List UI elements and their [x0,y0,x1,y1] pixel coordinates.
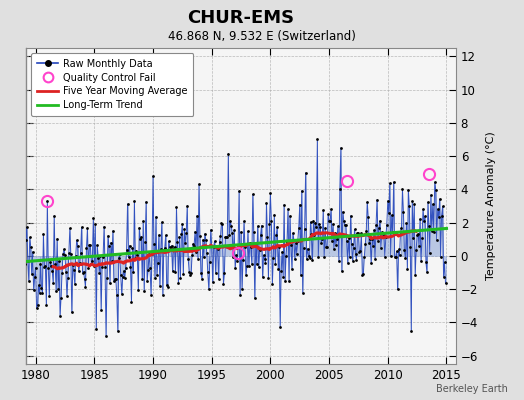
Y-axis label: Temperature Anomaly (°C): Temperature Anomaly (°C) [486,132,496,280]
Title: CHUR-EMS: CHUR-EMS [188,9,294,27]
Text: Berkeley Earth: Berkeley Earth [436,384,508,394]
Legend: Raw Monthly Data, Quality Control Fail, Five Year Moving Average, Long-Term Tren: Raw Monthly Data, Quality Control Fail, … [31,53,193,116]
Text: 46.868 N, 9.532 E (Switzerland): 46.868 N, 9.532 E (Switzerland) [168,30,356,43]
